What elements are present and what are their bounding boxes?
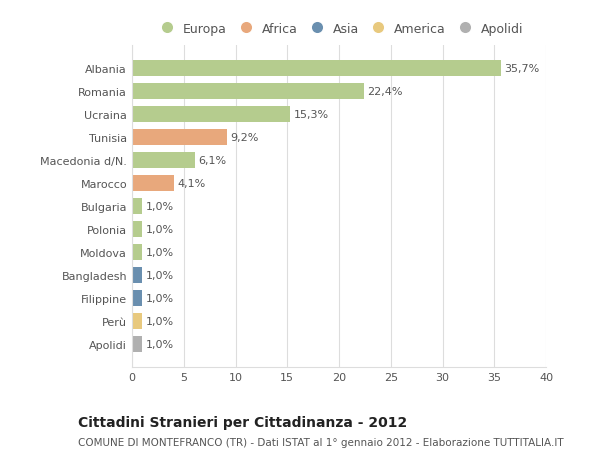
Text: Cittadini Stranieri per Cittadinanza - 2012: Cittadini Stranieri per Cittadinanza - 2… [78,415,407,429]
Text: 1,0%: 1,0% [145,247,173,257]
Text: 9,2%: 9,2% [230,133,259,143]
Bar [132,152,195,169]
Bar [132,175,175,192]
Text: 1,0%: 1,0% [145,293,173,303]
Text: 1,0%: 1,0% [145,224,173,235]
Text: COMUNE DI MONTEFRANCO (TR) - Dati ISTAT al 1° gennaio 2012 - Elaborazione TUTTIT: COMUNE DI MONTEFRANCO (TR) - Dati ISTAT … [78,437,563,447]
Bar [132,221,142,238]
Text: 35,7%: 35,7% [505,64,540,74]
Bar [132,106,290,123]
Text: 1,0%: 1,0% [145,270,173,280]
Bar [132,198,142,215]
Bar [132,313,142,330]
Text: 6,1%: 6,1% [198,156,226,166]
Legend: Europa, Africa, Asia, America, Apolidi: Europa, Africa, Asia, America, Apolidi [152,20,526,38]
Text: 4,1%: 4,1% [178,179,206,189]
Bar [132,129,227,146]
Bar [132,84,364,100]
Text: 1,0%: 1,0% [145,202,173,212]
Bar [132,336,142,353]
Bar [132,61,502,77]
Bar [132,244,142,261]
Text: 15,3%: 15,3% [293,110,329,120]
Text: 22,4%: 22,4% [367,87,403,97]
Bar [132,267,142,284]
Text: 1,0%: 1,0% [145,316,173,326]
Text: 1,0%: 1,0% [145,339,173,349]
Bar [132,290,142,307]
